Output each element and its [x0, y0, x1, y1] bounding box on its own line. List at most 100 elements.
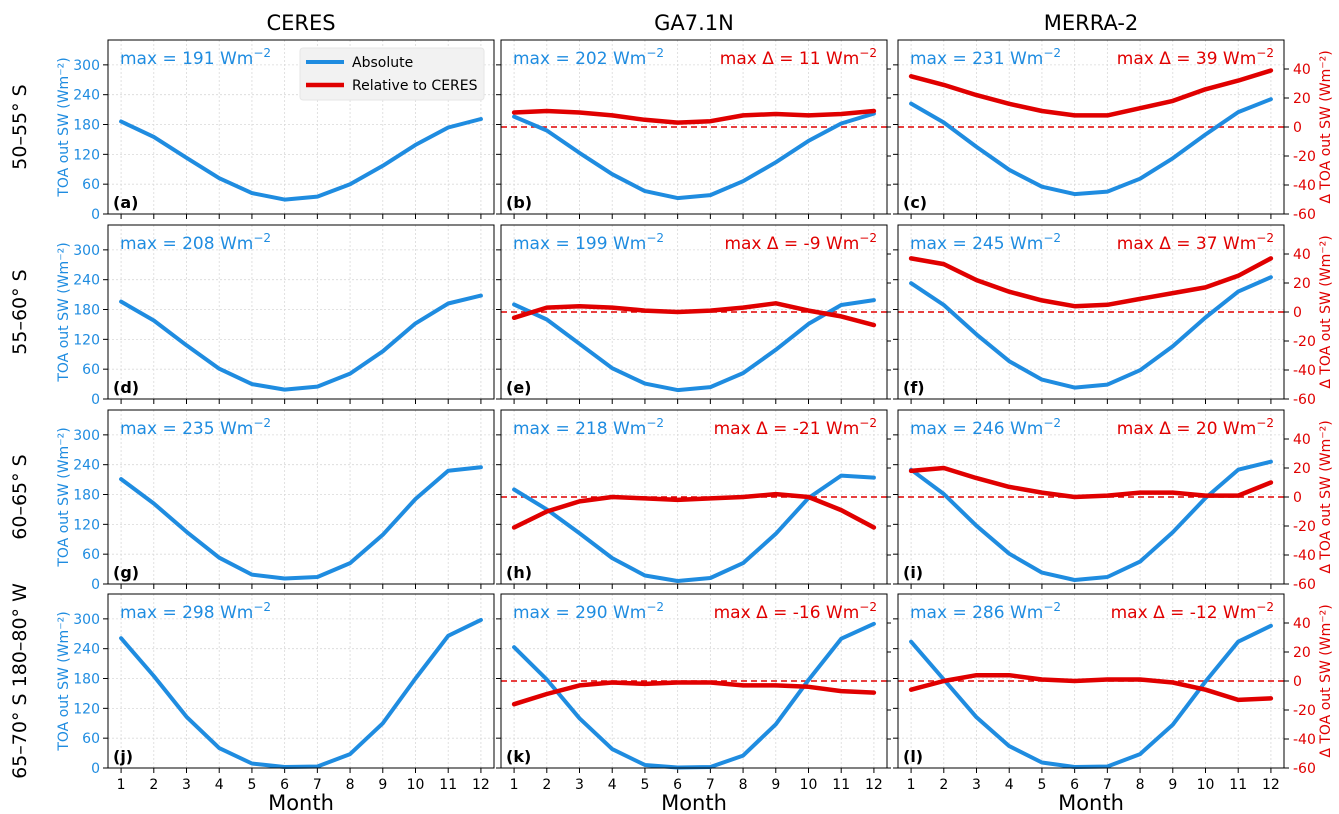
panel-frame: [500, 593, 888, 769]
y-axis-label: TOA out SW (Wm⁻²): [56, 611, 72, 751]
max-annotation: max = 199 Wm−2: [513, 231, 664, 254]
series-line-relative: [908, 68, 1274, 118]
series-line-absolute: [512, 473, 876, 583]
series-line-absolute: [119, 617, 483, 769]
legend-box: [299, 47, 485, 101]
max-annotation: max = 286 Wm−2: [910, 600, 1061, 623]
x-axis-label: Month: [268, 791, 334, 814]
x-tick-label: 5: [640, 777, 649, 793]
y-tick-label: 300: [73, 243, 100, 259]
max-annotation: max = 246 Wm−2: [910, 416, 1061, 439]
x-tick-label: 1: [907, 777, 916, 793]
series-line-absolute: [119, 293, 483, 392]
y2-tick-label: 20: [1293, 461, 1311, 477]
column-title: GA7.1N: [654, 11, 734, 35]
x-tick-label: 5: [1037, 777, 1046, 793]
y-tick-label: 120: [73, 147, 100, 163]
panel-letter: (a): [113, 193, 138, 212]
max-annotation: max = 235 Wm−2: [120, 416, 271, 439]
x-tick-label: 2: [542, 777, 551, 793]
x-tick-label: 11: [439, 777, 457, 793]
panel: -60 -40 -20 0 20 40 max = 231 Wm−2 max Δ = 39 W…: [893, 39, 1316, 223]
y2-tick-label: 0: [1293, 674, 1302, 690]
delta-annotation: max Δ = 39 Wm−2: [1117, 46, 1274, 69]
series-line-relative: [511, 680, 877, 707]
legend: Absolute Relative to CERES: [299, 47, 485, 101]
series-line-absolute: [909, 623, 1273, 769]
panel-letter: (h): [506, 563, 532, 582]
y2-tick-label: 0: [1293, 490, 1302, 506]
series-line-relative: [908, 465, 1274, 500]
y-tick-label: 180: [73, 672, 100, 688]
x-tick-label: 7: [706, 777, 715, 793]
y-tick-label: 120: [73, 517, 100, 533]
y2-tick-label: 20: [1293, 91, 1311, 107]
x-tick-label: 2: [939, 777, 948, 793]
y-tick-label: 0: [91, 577, 100, 593]
panel-letter: (g): [113, 563, 139, 582]
max-annotation: max = 218 Wm−2: [513, 416, 664, 439]
x-tick-label: 9: [378, 777, 387, 793]
y-tick-label: 240: [73, 88, 100, 104]
x-tick-label: 10: [407, 777, 425, 793]
delta-annotation: max Δ = 37 Wm−2: [1117, 231, 1274, 254]
x-tick-label: 1: [510, 777, 519, 793]
x-tick-label: 12: [472, 777, 490, 793]
y2-axis-label: Δ TOA out SW (Wm⁻²): [1318, 420, 1334, 573]
legend-label-absolute: Absolute: [352, 55, 413, 71]
panel-frame: [107, 224, 495, 400]
panel-letter: (k): [506, 747, 531, 766]
y-tick-label: 0: [91, 207, 100, 223]
x-tick-label: 11: [1229, 777, 1247, 793]
y2-tick-label: 40: [1293, 247, 1311, 263]
max-annotation: max = 202 Wm−2: [513, 46, 664, 69]
delta-annotation: max Δ = -16 Wm−2: [714, 600, 877, 623]
max-annotation: max = 298 Wm−2: [120, 600, 271, 623]
delta-annotation: max Δ = 20 Wm−2: [1117, 416, 1274, 439]
y-axis-label: TOA out SW (Wm⁻²): [56, 427, 72, 567]
panel-letter: (d): [113, 378, 139, 397]
max-annotation: max = 208 Wm−2: [120, 231, 271, 254]
series-line-absolute: [119, 117, 483, 202]
y2-axis-label: Δ TOA out SW (Wm⁻²): [1318, 604, 1334, 757]
y2-tick-label: -40: [1293, 548, 1316, 564]
y2-tick-label: -40: [1293, 732, 1316, 748]
legend-label-relative: Relative to CERES: [352, 78, 478, 94]
series-line-absolute: [909, 275, 1273, 390]
x-tick-label: 3: [182, 777, 191, 793]
series-line-absolute: [512, 111, 876, 201]
panel: 0 60 120 180 240 300 max = 208 Wm−2 (d): [73, 224, 495, 408]
panel-frame: [107, 409, 495, 585]
delta-annotation: max Δ = -12 Wm−2: [1111, 600, 1274, 623]
series-line-relative: [908, 256, 1274, 309]
x-tick-label: 6: [280, 777, 289, 793]
y-tick-label: 120: [73, 332, 100, 348]
panel-letter: (f): [903, 378, 925, 397]
series-line-absolute: [512, 621, 876, 770]
x-tick-label: 12: [1262, 777, 1280, 793]
panel: 0 60 120 180 240 300 max = 235 Wm−2 (g): [73, 409, 495, 593]
panel: max = 218 Wm−2 max Δ = -21 Wm−2 (h): [496, 409, 891, 589]
max-annotation: max = 191 Wm−2: [120, 46, 271, 69]
y-axis-label: TOA out SW (Wm⁻²): [56, 57, 72, 197]
x-tick-label: 3: [575, 777, 584, 793]
panel-letter: (c): [903, 193, 927, 212]
x-tick-label: 4: [215, 777, 224, 793]
row-label: 55–60° S: [9, 269, 31, 354]
x-tick-label: 6: [673, 777, 682, 793]
y2-tick-label: -20: [1293, 519, 1316, 535]
row-label: 65–70° S 180–80° W: [9, 583, 31, 779]
x-tick-label: 9: [771, 777, 780, 793]
y2-tick-label: -20: [1293, 334, 1316, 350]
y-tick-label: 240: [73, 642, 100, 658]
panel: max = 202 Wm−2 max Δ = 11 Wm−2 (b): [496, 39, 891, 219]
panel-letter: (j): [113, 747, 133, 766]
series-line-absolute: [909, 459, 1273, 582]
y2-axis-label: Δ TOA out SW (Wm⁻²): [1318, 50, 1334, 203]
series-line-relative: [511, 108, 877, 125]
delta-annotation: max Δ = 11 Wm−2: [720, 46, 877, 69]
series-line-relative: [511, 301, 877, 328]
y2-tick-label: -40: [1293, 178, 1316, 194]
